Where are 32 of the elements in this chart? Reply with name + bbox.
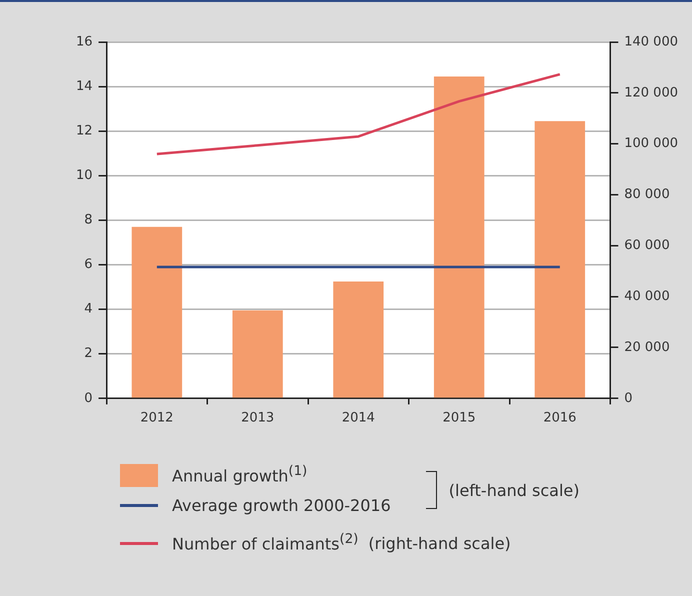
x-tick-label: 2016: [543, 410, 576, 426]
bar: [132, 226, 182, 398]
y-tick-label: 2: [84, 346, 93, 362]
legend-label: Number of claimants$^{(2)}$: [172, 532, 358, 554]
y2-tick-label: 80 000: [624, 187, 670, 202]
legend-label: Annual growth$^{(1)}$: [172, 464, 308, 486]
x-tick-label: 2014: [342, 410, 375, 426]
y2-tick-label: 120 000: [624, 85, 678, 100]
y2-tick-label: 20 000: [624, 340, 670, 355]
y2-tick-label: 40 000: [624, 288, 670, 304]
bar: [534, 121, 586, 398]
bar: [232, 310, 283, 398]
y2-tick-label: 60 000: [624, 238, 670, 254]
y-tick-label: 0: [84, 390, 93, 406]
y-tick-label: 10: [76, 168, 93, 184]
x-tick-label: 2012: [140, 410, 174, 426]
bar: [333, 281, 384, 398]
y-tick-label: 16: [76, 34, 93, 50]
y2-tick-label: 100 000: [624, 136, 678, 152]
text: (right-hand scale): [368, 534, 511, 552]
legend-label: Average growth 2000-2016: [172, 496, 391, 514]
y2-tick-label: 140 000: [624, 34, 678, 50]
x-tick-label: 2013: [241, 410, 274, 426]
bar: [434, 76, 484, 398]
y2-tick-label: 0: [624, 390, 633, 406]
x-tick-label: 2015: [442, 410, 476, 426]
y-tick-label: 6: [84, 257, 93, 272]
y-tick-label: 12: [76, 123, 93, 138]
y-tick-label: 14: [76, 78, 93, 94]
y-tick-label: 4: [84, 302, 93, 317]
y-tick-label: 8: [84, 212, 93, 228]
text: (left-hand scale): [448, 480, 580, 500]
